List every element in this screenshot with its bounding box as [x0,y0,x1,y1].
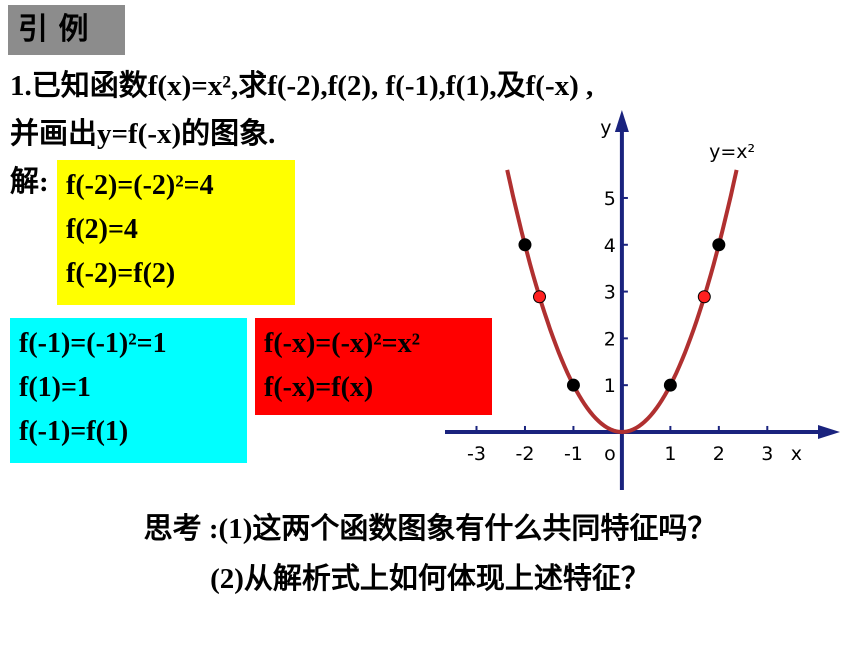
origin-label: o [604,443,616,465]
y-tick-label: 3 [604,282,616,304]
point [697,290,711,304]
formula-box: f(-1)=(-1)²=1 f(1)=1 f(-1)=f(1) [10,318,247,463]
x-tick-label: 1 [664,443,676,465]
curve-label: y=x² [709,141,755,163]
y-tick-label: 1 [604,375,616,397]
point [533,290,547,304]
x-axis-label: x [791,443,802,465]
formula-line: f(-1)=(-1)²=1 [19,328,167,359]
formula-box: f(-2)=(-2)²=4 f(2)=4 f(-2)=f(2) [57,160,295,305]
parabola [505,169,739,435]
formula-box: f(-x)=(-x)²=x² f(-x)=f(x) [255,318,492,415]
y-tick-label: 4 [604,235,616,257]
formula-line: f(1)=1 [19,372,91,403]
x-tick-label: -2 [515,443,534,465]
x-tick-label: 3 [761,443,773,465]
y-axis-label: y [600,117,611,139]
point [518,238,532,252]
slide-title: 引 例 [8,5,125,55]
formula-line: f(-2)=(-2)²=4 [66,170,214,201]
solution-label: 解: [10,166,49,198]
y-tick-label: 2 [604,328,616,350]
point [663,378,677,392]
y-arrow [614,110,629,132]
point [566,378,580,392]
formula-line: f(-2)=f(2) [66,258,176,289]
problem-line: 1.已知函数f(x)=x²,求f(-2),f(2), f(-1),f(1),及f… [10,70,594,102]
x-arrow [818,424,840,439]
y-tick-label: 5 [604,188,616,210]
x-tick-label: 2 [713,443,725,465]
point [712,238,726,252]
x-tick-label: -1 [564,443,583,465]
problem-line: 并画出y=f(-x)的图象. [10,118,276,150]
formula-line: f(-x)=f(x) [264,372,374,403]
question: (2)从解析式上如何体现上述特征？ [210,563,650,595]
formula-line: f(-x)=(-x)²=x² [264,328,420,359]
x-tick-label: -3 [467,443,486,465]
question: 思考 :(1)这两个函数图象有什么共同特征吗？ [143,513,717,545]
formula-line: f(2)=4 [66,214,138,245]
formula-line: f(-1)=f(1) [19,416,129,447]
